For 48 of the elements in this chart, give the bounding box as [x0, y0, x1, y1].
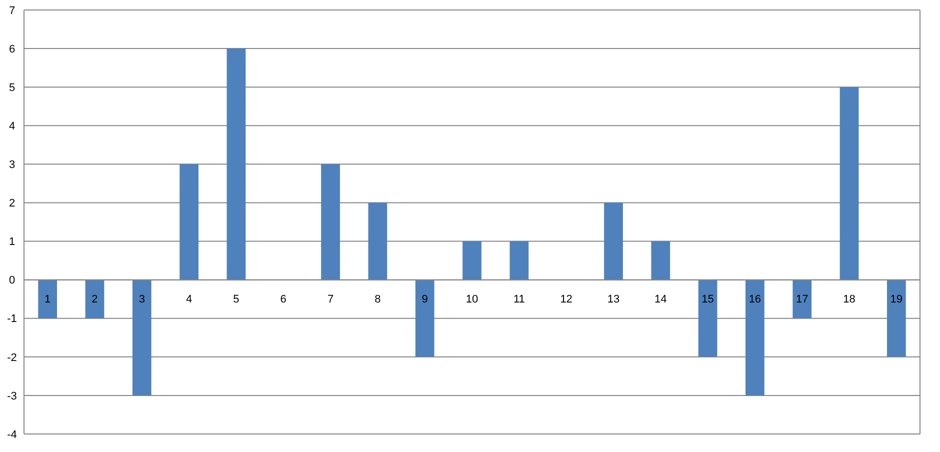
bar — [368, 202, 388, 280]
x-tick-label: 13 — [607, 294, 620, 306]
y-tick-label: 7 — [8, 4, 16, 17]
bar — [510, 241, 529, 280]
y-tick-label: 6 — [8, 43, 16, 56]
x-tick-label: 7 — [327, 294, 334, 306]
y-tick-label: 4 — [8, 120, 16, 132]
x-tick-label: 1 — [44, 294, 51, 306]
bar — [321, 164, 340, 280]
y-tick-label: -1 — [7, 313, 17, 326]
x-tick-label: 4 — [186, 294, 192, 306]
bar — [886, 280, 906, 357]
x-tick-label: 2 — [92, 294, 98, 306]
x-tick-label: 10 — [466, 294, 478, 306]
y-tick-label: -2 — [7, 352, 17, 364]
y-tick-label: 0 — [8, 274, 16, 287]
x-tick-label: 16 — [748, 294, 762, 306]
bar — [38, 280, 58, 318]
bar — [651, 241, 670, 280]
x-tick-label: 18 — [843, 294, 856, 306]
y-tick-label: -4 — [7, 428, 17, 441]
x-tick-label: 11 — [513, 294, 525, 306]
bar — [85, 280, 104, 318]
x-tick-label: 17 — [796, 294, 808, 306]
bar — [415, 280, 434, 357]
bar — [604, 202, 623, 280]
bar — [792, 280, 812, 318]
y-tick-label: -3 — [7, 390, 17, 402]
bar — [462, 241, 482, 280]
bar — [840, 87, 859, 280]
x-tick-label: 15 — [702, 294, 714, 306]
bar — [698, 280, 718, 357]
bar — [746, 280, 764, 396]
x-tick-label: 12 — [560, 294, 572, 306]
y-tick-label: 1 — [8, 236, 16, 248]
x-tick-label: 3 — [138, 294, 145, 306]
y-tick-label: 5 — [8, 82, 16, 94]
x-tick-label: 5 — [233, 294, 240, 306]
bar — [226, 48, 246, 280]
x-tick-label: 9 — [422, 294, 428, 306]
x-tick-label: 6 — [280, 294, 286, 306]
x-tick-label: 8 — [374, 294, 381, 306]
y-tick-label: 3 — [8, 159, 16, 172]
bar — [132, 280, 152, 396]
bar — [180, 164, 198, 280]
x-tick-label: 19 — [890, 294, 903, 306]
x-tick-label: 14 — [654, 294, 667, 306]
y-tick-label: 2 — [8, 198, 16, 210]
